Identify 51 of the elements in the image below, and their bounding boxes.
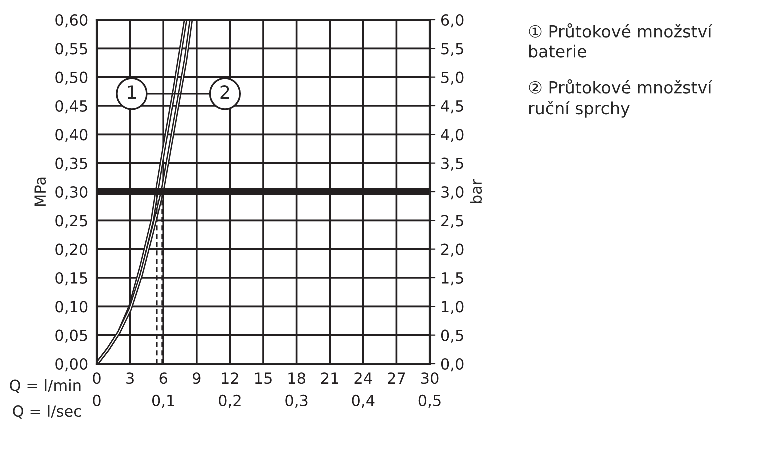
x-tick-label: 6 xyxy=(160,372,168,384)
text: 1 xyxy=(128,86,136,99)
y-tick-label: 0,45 xyxy=(56,100,88,114)
y-tick-label: 0,30 xyxy=(56,186,88,200)
y-tick-label: 0,15 xyxy=(56,272,88,286)
y2-axis-title: bar xyxy=(470,179,482,204)
y-axis-title: MPa xyxy=(34,178,46,206)
y-tick-label: 0,20 xyxy=(56,244,88,257)
x-tick-label: 15 xyxy=(255,372,272,384)
y-tick-label: 0,10 xyxy=(56,301,88,314)
y2-tick-label: 6,0 xyxy=(441,14,464,28)
text: ① Průtokové množství baterie xyxy=(529,24,713,58)
x2-tick-label: 0,5 xyxy=(418,394,441,408)
x2-tick-label: 0 xyxy=(93,394,101,406)
x-tick-label: 18 xyxy=(288,372,306,384)
y2-tick-label: 2,5 xyxy=(442,215,464,228)
y-tick-label: 0,35 xyxy=(56,158,88,171)
x-axis-title: Q = l/min xyxy=(10,379,81,394)
x-tick-label: 27 xyxy=(388,372,406,384)
y2-tick-label: 5,0 xyxy=(442,72,464,85)
y-tick-label: 0,40 xyxy=(56,129,88,142)
y2-tick-label: 0,5 xyxy=(441,330,464,343)
y-tick-label: 0,60 xyxy=(56,14,88,28)
text: ② Průtokové množství ruční sprchy xyxy=(529,80,713,118)
y-tick-label: 0,05 xyxy=(56,330,88,343)
y2-tick-label: 3,0 xyxy=(442,186,464,200)
x2-tick-label: 0,2 xyxy=(219,394,241,408)
x-tick-label: 21 xyxy=(322,372,338,384)
x-tick-label: 24 xyxy=(354,372,372,384)
x-tick-label: 3 xyxy=(126,372,134,384)
y2-tick-label: 3,5 xyxy=(442,158,464,171)
x2-tick-label: 0,1 xyxy=(152,394,174,408)
y2-tick-label: 4,0 xyxy=(441,129,464,142)
x-tick-label: 9 xyxy=(193,372,201,384)
y2-tick-label: 0,0 xyxy=(441,358,464,372)
y-tick-label: 0,50 xyxy=(56,72,88,85)
x-tick-label: 30 xyxy=(421,372,439,384)
y-tick-label: 0,25 xyxy=(56,215,88,228)
legend-label: 2 xyxy=(220,86,230,99)
x2-tick-label: 0,4 xyxy=(352,394,375,408)
y2-tick-label: 2,0 xyxy=(442,244,464,257)
x-tick-label: 12 xyxy=(222,372,238,384)
x2-tick-label: 0,3 xyxy=(286,394,308,408)
x-tick-label: 0 xyxy=(93,372,101,384)
y2-tick-label: 5,5 xyxy=(442,43,464,56)
y2-tick-label: 4,5 xyxy=(441,100,464,114)
y-tick-label: 0,00 xyxy=(56,358,88,372)
y2-tick-label: 1,5 xyxy=(442,272,464,286)
x2-axis-title: Q = l/sec xyxy=(13,405,82,419)
y2-tick-label: 1,0 xyxy=(442,301,464,314)
y-tick-label: 0,55 xyxy=(56,43,88,56)
